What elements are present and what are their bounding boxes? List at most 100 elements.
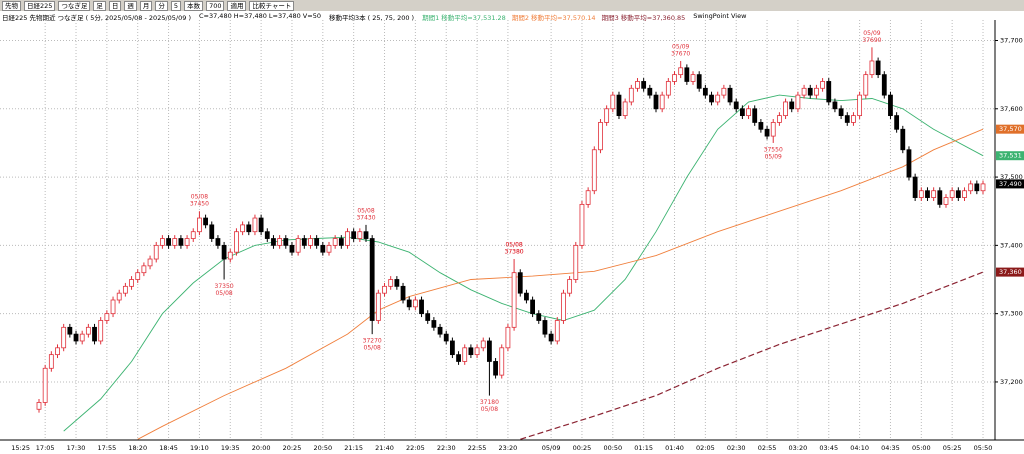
candle-body bbox=[332, 238, 338, 246]
candle-body bbox=[36, 402, 42, 410]
annotation-date: 05/09 bbox=[672, 43, 689, 50]
x-tick-label: 18:20 bbox=[128, 444, 147, 452]
candle-body bbox=[197, 217, 202, 233]
candle-body bbox=[326, 244, 332, 253]
x-tick-label: 17:30 bbox=[67, 444, 86, 452]
x-tick-label: 05:25 bbox=[943, 444, 962, 452]
candle-body bbox=[665, 81, 671, 96]
quote: C=37,480 H=37,480 L=37,480 V=50 bbox=[198, 12, 321, 20]
candle-body bbox=[684, 67, 690, 82]
legend-entry: 期間1 移動平均=37,531.28 bbox=[422, 14, 506, 22]
candle-body bbox=[702, 87, 708, 96]
toolbar-item[interactable]: 週 bbox=[124, 0, 137, 11]
toolbar-item[interactable]: 本数 bbox=[184, 0, 204, 11]
candle-body bbox=[628, 87, 634, 103]
candle-body bbox=[215, 238, 221, 246]
candle-body bbox=[598, 122, 603, 151]
candle-body bbox=[425, 313, 431, 321]
candle-body bbox=[764, 128, 770, 137]
candle-body bbox=[900, 128, 906, 151]
candle-body bbox=[271, 238, 276, 246]
candle-body bbox=[536, 313, 542, 321]
candle-body bbox=[480, 340, 486, 349]
candle-body bbox=[770, 122, 776, 137]
candle-body bbox=[980, 183, 986, 192]
candle-body bbox=[369, 238, 375, 321]
price-marker bbox=[996, 151, 1024, 161]
candle-body bbox=[832, 101, 838, 110]
candle-body bbox=[345, 231, 350, 246]
candle-body bbox=[955, 190, 961, 198]
candle-body bbox=[357, 231, 363, 239]
candle-body bbox=[110, 299, 116, 315]
x-tick-label: 22:30 bbox=[437, 444, 456, 452]
toolbar-item[interactable]: 月 bbox=[139, 0, 153, 11]
candle-body bbox=[227, 251, 233, 260]
candle-body bbox=[844, 115, 850, 123]
candle-body bbox=[918, 190, 924, 198]
price-marker bbox=[996, 267, 1024, 277]
toolbar-item[interactable]: 比較チャート bbox=[249, 0, 295, 11]
candle-body bbox=[474, 347, 480, 356]
x-tick-label: 20:50 bbox=[313, 444, 332, 452]
x-tick-label: 01:40 bbox=[665, 444, 684, 452]
toolbar-item[interactable]: 700 bbox=[206, 0, 225, 11]
candle-body bbox=[431, 320, 437, 328]
candle-body bbox=[116, 292, 122, 301]
candle-body bbox=[838, 108, 844, 117]
candle-body bbox=[814, 87, 819, 96]
toolbar-item[interactable]: 日 bbox=[108, 0, 122, 11]
toolbar-item[interactable]: 先物 bbox=[2, 0, 21, 11]
candle-body bbox=[690, 74, 696, 82]
candle-body bbox=[449, 340, 455, 356]
ma-line bbox=[137, 128, 984, 440]
ma-line bbox=[520, 271, 984, 440]
annotation-date: 05/08 bbox=[215, 290, 232, 297]
candle-body bbox=[820, 81, 825, 89]
candle-body bbox=[295, 238, 301, 253]
candle-body bbox=[542, 320, 548, 335]
x-tick-label: 02:55 bbox=[758, 444, 777, 452]
candle-body bbox=[974, 183, 980, 192]
annotation-date: 05/08 bbox=[191, 194, 208, 201]
x-tick-label: 01:15 bbox=[634, 444, 653, 452]
candle-body bbox=[721, 87, 727, 96]
x-tick-label: 22:55 bbox=[468, 444, 487, 452]
candle-body bbox=[456, 354, 461, 362]
candle-body bbox=[363, 231, 369, 239]
candle-body bbox=[252, 217, 258, 233]
candle-body bbox=[653, 94, 659, 110]
annotation-price: 37450 bbox=[190, 201, 209, 208]
candle-body bbox=[394, 279, 400, 287]
toolbar-item[interactable]: 日経225 bbox=[24, 0, 56, 11]
y-tick-label: 37,300 bbox=[1000, 310, 1023, 318]
candle-body bbox=[166, 238, 171, 246]
candle-body bbox=[733, 101, 739, 110]
candle-body bbox=[659, 94, 665, 110]
candle-body bbox=[925, 190, 930, 198]
toolbar: 先物 日経225 つなぎ足足日週月分 5 本数 700 適用 比較チャート bbox=[0, 0, 1024, 11]
candle-body bbox=[48, 354, 54, 369]
candle-body bbox=[554, 320, 560, 342]
x-tick-label: 21:40 bbox=[375, 444, 394, 452]
x-tick-label: 17:05 bbox=[36, 444, 55, 452]
candle-body bbox=[610, 94, 616, 110]
toolbar-item[interactable]: 5 bbox=[170, 0, 182, 11]
candle-body bbox=[184, 238, 190, 246]
ma-lines bbox=[63, 94, 984, 440]
candle-body bbox=[301, 238, 307, 246]
candle-body bbox=[579, 203, 585, 246]
x-tick-label: 22:05 bbox=[406, 444, 425, 452]
annotation-date: 05/09 bbox=[863, 30, 880, 37]
toolbar-item[interactable]: 足 bbox=[93, 0, 106, 11]
toolbar-item[interactable]: 適用 bbox=[227, 0, 247, 11]
candle-body bbox=[906, 149, 912, 178]
candle-body bbox=[240, 224, 246, 233]
candle-body bbox=[857, 94, 863, 117]
candle-body bbox=[709, 94, 714, 103]
candle-body bbox=[412, 299, 418, 308]
toolbar-item[interactable]: つなぎ足 bbox=[58, 0, 91, 11]
candle-body bbox=[641, 81, 647, 89]
toolbar-item[interactable]: 分 bbox=[155, 0, 168, 11]
candle-body bbox=[604, 108, 610, 123]
